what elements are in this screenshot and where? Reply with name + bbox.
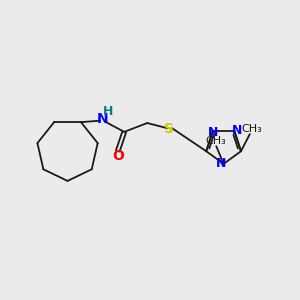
Text: N: N <box>216 157 226 170</box>
Text: S: S <box>164 122 174 136</box>
Text: CH₃: CH₃ <box>206 136 226 146</box>
Text: O: O <box>112 149 124 163</box>
Text: H: H <box>103 105 113 118</box>
Text: CH₃: CH₃ <box>242 124 262 134</box>
Text: N: N <box>232 124 242 137</box>
Text: N: N <box>97 112 109 126</box>
Text: N: N <box>208 126 218 139</box>
